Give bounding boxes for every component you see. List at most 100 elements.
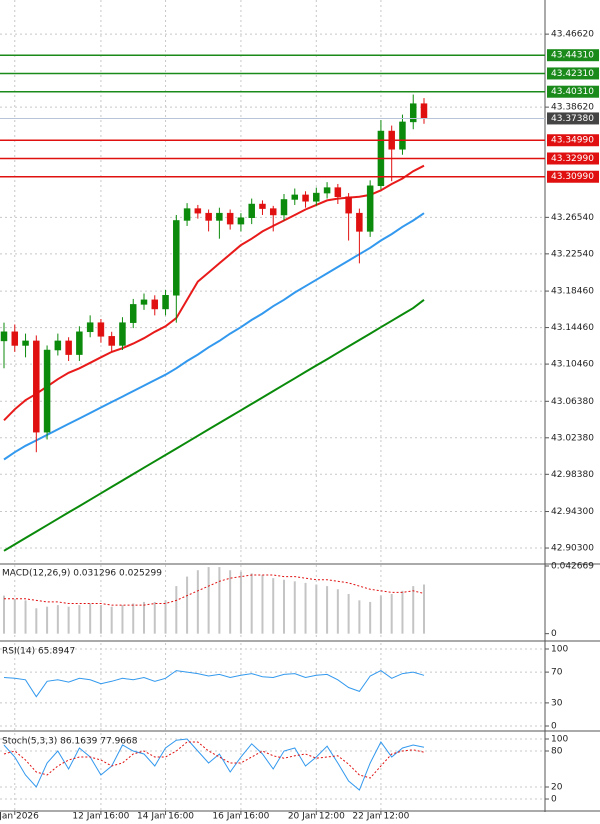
histogram-bar (153, 601, 156, 634)
candle-body (280, 199, 288, 216)
current-price-label: 43.37380 (551, 114, 594, 124)
histogram-bar (326, 586, 329, 634)
candle-body (366, 185, 374, 232)
y-tick-label: 43.14460 (551, 323, 594, 333)
y-tick-label: 43.50700 (551, 0, 594, 2)
y-tick-label: 43.26540 (551, 213, 594, 223)
y-tick-label: 0 (551, 629, 557, 639)
candle-body (356, 212, 363, 232)
indicator-title: Stoch(5,3,3) 86.1639 77.9668 (2, 737, 138, 747)
level-label: 43.30990 (551, 172, 594, 182)
histogram-bar (283, 579, 285, 634)
y-tick-label: 43.46620 (551, 30, 594, 40)
candle-body (43, 349, 51, 433)
level-label: 43.42310 (551, 69, 594, 79)
indicator-title: RSI(14) 65.8947 (2, 647, 75, 657)
candle-body (65, 340, 72, 355)
histogram-bar (336, 589, 339, 634)
y-tick-label: 43.38620 (551, 103, 594, 113)
x-tick-label: 16 Jan 16:00 (212, 812, 269, 822)
histogram-bar (110, 606, 113, 634)
candle-body (0, 331, 8, 342)
histogram-bar (24, 600, 27, 634)
histogram-bar (239, 571, 242, 634)
candle-body (54, 340, 62, 351)
candle-body (151, 299, 159, 310)
y-tick-label: 30 (551, 698, 563, 708)
candle-body (33, 340, 40, 433)
level-label-box (547, 134, 599, 147)
histogram-bar (143, 601, 145, 634)
histogram-bar (390, 594, 393, 634)
candle-body (216, 212, 223, 221)
candle-body (86, 322, 94, 333)
histogram-bar (3, 595, 5, 634)
histogram-bar (304, 582, 307, 634)
histogram-bar (175, 586, 178, 634)
histogram-bar (379, 595, 382, 634)
candle-body (334, 187, 342, 197)
y-tick-label: 43.22540 (551, 249, 594, 259)
candle-body (259, 203, 266, 209)
y-tick-label: 43.06380 (551, 397, 594, 407)
level-label: 43.44310 (551, 51, 594, 61)
candle-body (119, 322, 126, 346)
candle-body (420, 103, 428, 119)
level-label: 43.40310 (551, 87, 594, 97)
current-price-box (547, 112, 599, 125)
price-plot (0, 94, 428, 552)
indicator-line (3, 741, 425, 779)
y-tick-label: 0 (551, 721, 557, 731)
histogram-bar (89, 603, 92, 634)
candle-body (291, 194, 299, 200)
histogram-bar (78, 605, 81, 634)
histogram-bar (35, 608, 38, 634)
y-tick-label: 42.90300 (551, 544, 594, 554)
indicator-title: MACD(12,26,9) 0.031296 0.025299 (2, 569, 162, 579)
candle-body (129, 304, 137, 323)
level-label-box (547, 67, 599, 80)
candle-body (345, 196, 352, 214)
y-tick-label: 43.02380 (551, 433, 594, 443)
y-tick-label: 43.10460 (551, 360, 594, 370)
histogram-bar (99, 605, 102, 634)
y-tick-label: 42.94300 (551, 507, 594, 517)
level-label-box (547, 170, 599, 183)
x-tick-label: 12 Jan 16:00 (72, 812, 129, 822)
candle-body (76, 331, 83, 355)
indicator-line (4, 574, 425, 606)
x-tick-label: 20 Jan 12:00 (288, 812, 345, 822)
level-label-box (547, 152, 599, 165)
y-tick-label: 80 (551, 747, 563, 757)
histogram-bar (401, 590, 404, 634)
x-tick-label: 3 Jan 2026 (0, 812, 39, 822)
level-label-box (547, 49, 599, 62)
histogram-bar (272, 578, 275, 634)
moving-average-line (3, 164, 425, 422)
y-tick-label: 100 (551, 645, 568, 655)
histogram-bar (218, 567, 221, 634)
candle-body (248, 203, 255, 218)
histogram-bar (56, 605, 59, 634)
histogram-bar (46, 606, 49, 634)
x-tick-label: 14 Jan 16:00 (137, 812, 194, 822)
candle-body (173, 220, 180, 296)
histogram-bar (67, 606, 70, 634)
candle-body (237, 217, 245, 225)
y-tick-label: 0.042669 (551, 562, 594, 572)
candle-body (108, 336, 115, 346)
histogram-bar (261, 574, 264, 634)
candle-body (226, 212, 234, 225)
y-tick-label: 100 (551, 735, 568, 745)
moving-average-line (3, 299, 425, 552)
histogram-bar (412, 586, 415, 634)
candle-body (140, 299, 148, 305)
y-tick-label: 20 (551, 783, 563, 793)
x-tick-label: 22 Jan 12:00 (352, 812, 409, 822)
histogram-bar (132, 603, 135, 634)
y-tick-label: 0 (551, 795, 557, 805)
y-tick-label: 42.98380 (551, 470, 594, 480)
candle-body (302, 194, 309, 202)
